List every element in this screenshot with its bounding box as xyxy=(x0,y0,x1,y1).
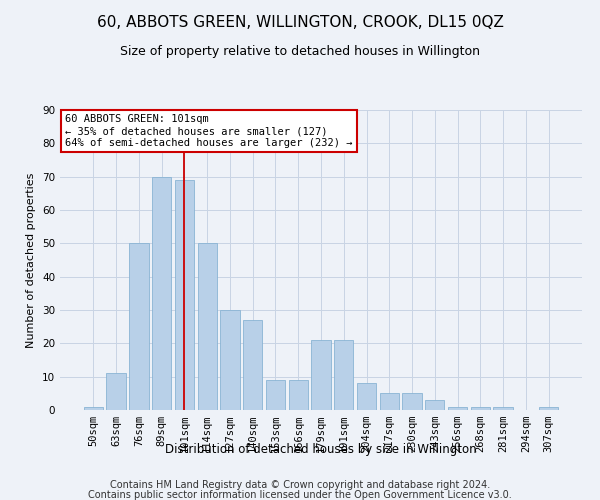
Bar xyxy=(197,244,217,410)
Text: 60, ABBOTS GREEN, WILLINGTON, CROOK, DL15 0QZ: 60, ABBOTS GREEN, WILLINGTON, CROOK, DL1… xyxy=(97,15,503,30)
Bar xyxy=(357,384,376,410)
Bar xyxy=(403,394,422,410)
Bar xyxy=(106,374,126,410)
Bar xyxy=(266,380,285,410)
Bar xyxy=(425,400,445,410)
Bar xyxy=(175,180,194,410)
Text: Contains HM Land Registry data © Crown copyright and database right 2024.: Contains HM Land Registry data © Crown c… xyxy=(110,480,490,490)
Bar xyxy=(129,244,149,410)
Y-axis label: Number of detached properties: Number of detached properties xyxy=(26,172,37,348)
Text: Distribution of detached houses by size in Willington: Distribution of detached houses by size … xyxy=(165,442,477,456)
Bar xyxy=(289,380,308,410)
Bar xyxy=(470,406,490,410)
Bar xyxy=(84,406,103,410)
Bar xyxy=(152,176,172,410)
Bar xyxy=(448,406,467,410)
Bar xyxy=(220,310,239,410)
Bar xyxy=(493,406,513,410)
Bar xyxy=(539,406,558,410)
Text: Contains public sector information licensed under the Open Government Licence v3: Contains public sector information licen… xyxy=(88,490,512,500)
Bar xyxy=(334,340,353,410)
Text: 60 ABBOTS GREEN: 101sqm
← 35% of detached houses are smaller (127)
64% of semi-d: 60 ABBOTS GREEN: 101sqm ← 35% of detache… xyxy=(65,114,353,148)
Bar xyxy=(311,340,331,410)
Bar xyxy=(243,320,262,410)
Text: Size of property relative to detached houses in Willington: Size of property relative to detached ho… xyxy=(120,45,480,58)
Bar xyxy=(380,394,399,410)
